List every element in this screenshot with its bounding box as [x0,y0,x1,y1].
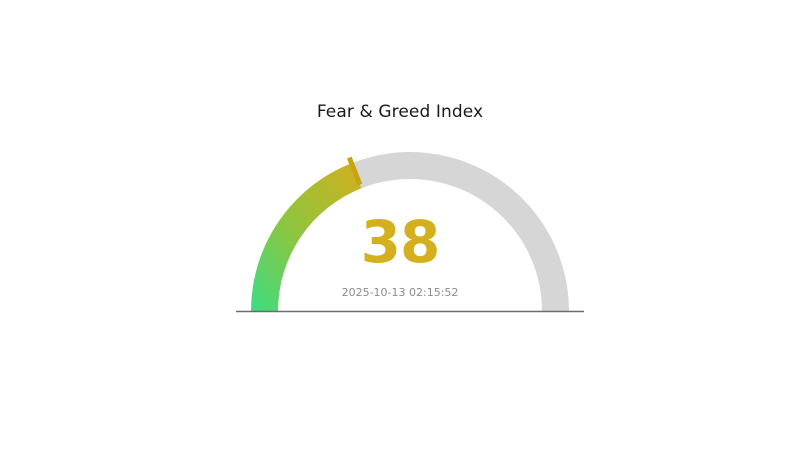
gauge-track-arc [351,152,569,311]
gauge-timestamp-label: 2025-10-13 02:15:52 [341,286,459,299]
gauge-value-marker [346,156,363,186]
page-title: Fear & Greed Index [316,102,484,122]
gauge-value-arc [251,163,362,311]
gauge-value-label: 38 [360,208,441,276]
